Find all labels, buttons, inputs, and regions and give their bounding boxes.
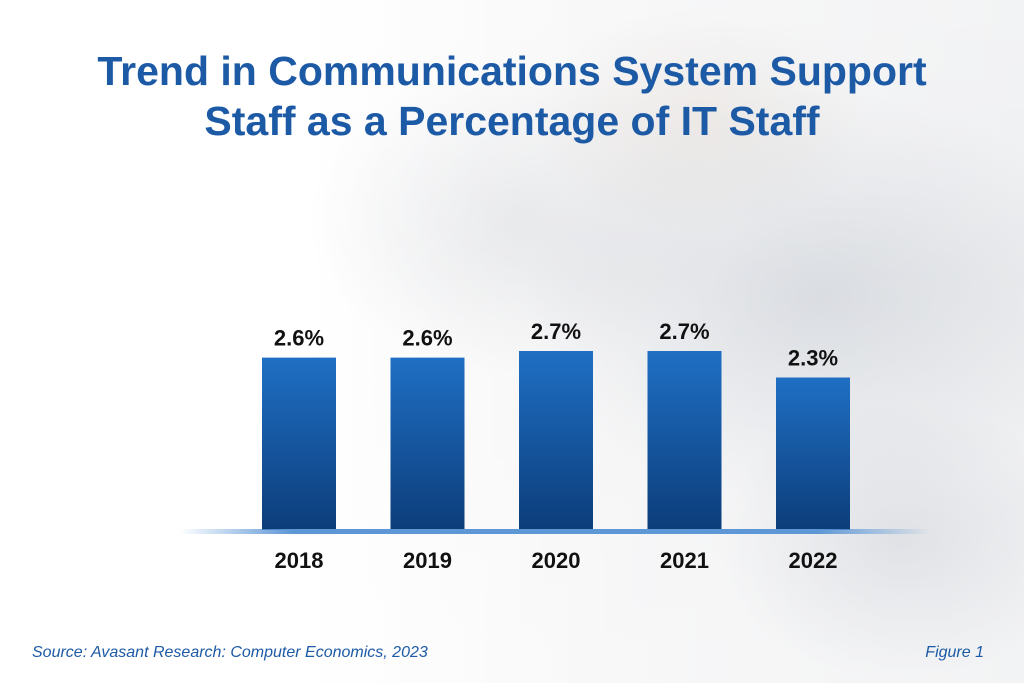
bar-2020 [519, 350, 593, 530]
bar-2019 [390, 357, 465, 530]
bar-2022 [776, 377, 850, 530]
data-label-2019: 2.6% [402, 326, 452, 351]
x-tick-label-2019: 2019 [403, 548, 452, 573]
data-label-2021: 2.7% [659, 319, 709, 344]
chart-title-line-1: Trend in Communications System Support [97, 48, 927, 94]
x-tick-label-2020: 2020 [532, 548, 581, 573]
x-tick-label-2021: 2021 [660, 548, 709, 573]
bar-2018 [262, 357, 336, 530]
x-tick-label-2018: 2018 [275, 548, 324, 573]
data-label-2018: 2.6% [274, 326, 324, 351]
chart-title: Trend in Communications System Support S… [0, 46, 1024, 146]
chart-title-line-2: Staff as a Percentage of IT Staff [204, 98, 820, 144]
x-tick-label-2022: 2022 [789, 548, 838, 573]
figure-label: Figure 1 [925, 644, 984, 661]
source-note: Source: Avasant Research: Computer Econo… [32, 644, 428, 661]
data-label-2020: 2.7% [531, 319, 581, 344]
data-label-2022: 2.3% [788, 346, 838, 371]
x-axis-baseline [180, 529, 930, 534]
bar-2021 [647, 350, 722, 530]
